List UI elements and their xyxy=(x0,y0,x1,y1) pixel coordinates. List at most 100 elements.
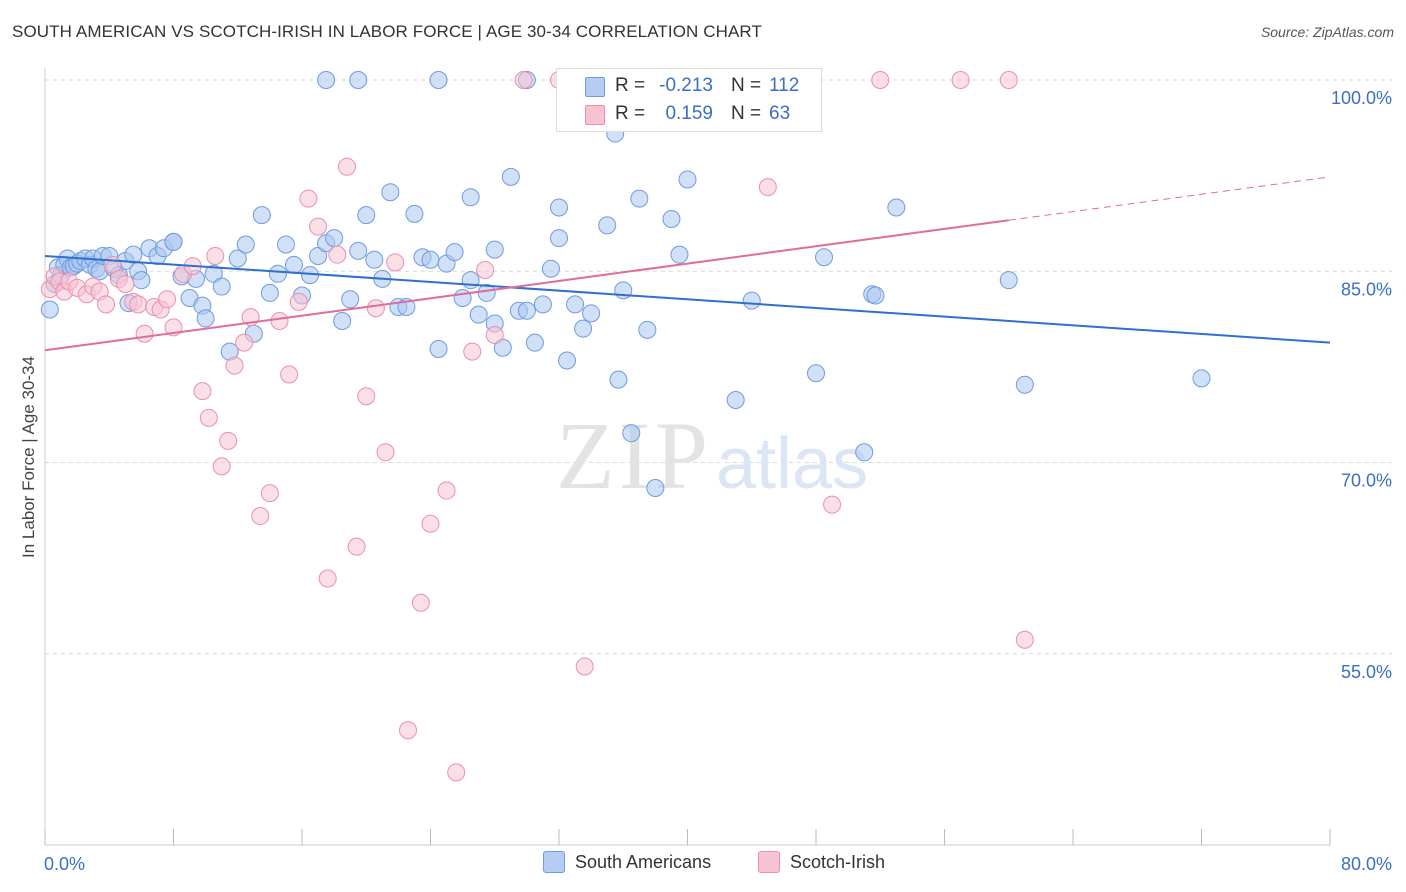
legend-item-south-americans[interactable]: South Americans xyxy=(543,851,711,873)
legend-label: Scotch-Irish xyxy=(790,851,886,872)
stats-box: R = -0.213 N = 112 R = 0.159 N = 63 xyxy=(556,68,822,132)
point-south-american xyxy=(228,249,247,268)
point-scotch-irish xyxy=(116,275,135,293)
stats-row-south-americans: R = -0.213 N = 112 xyxy=(557,73,821,101)
stats-r-value: -0.213 xyxy=(659,75,713,96)
point-south-american xyxy=(349,71,368,89)
point-scotch-irish xyxy=(376,443,395,462)
point-south-american xyxy=(349,241,368,260)
point-south-american xyxy=(325,229,344,248)
point-south-american xyxy=(309,246,328,265)
legend-label: South Americans xyxy=(575,851,712,872)
y-tick-label: 55.0% xyxy=(1341,662,1392,682)
stats-r-label: R = xyxy=(615,103,646,124)
labels-layer: 100.0% 85.0% 70.0% 55.0% 0.0% 80.0% In Labor F… xyxy=(19,88,1392,874)
point-south-american xyxy=(461,271,480,290)
point-south-american xyxy=(678,170,697,189)
point-scotch-irish xyxy=(129,295,148,314)
trend-line-scotch-irish xyxy=(44,219,1009,352)
axis-layer xyxy=(44,68,1331,846)
point-scotch-irish xyxy=(225,356,244,375)
stats-row-scotch-irish: R = 0.159 N = 63 xyxy=(557,101,821,129)
point-south-american xyxy=(252,206,271,225)
trend-layer xyxy=(44,176,1331,352)
point-scotch-irish xyxy=(318,569,337,588)
point-south-american xyxy=(574,319,593,338)
point-scotch-irish xyxy=(476,260,495,279)
point-south-american xyxy=(469,305,488,324)
y-axis-label: In Labor Force | Age 30-34 xyxy=(19,356,38,558)
point-south-american xyxy=(670,245,689,264)
watermark-zip: ZIP xyxy=(556,402,712,509)
point-south-american xyxy=(365,250,384,269)
point-south-american xyxy=(276,235,295,254)
point-south-american xyxy=(582,304,601,323)
point-scotch-irish xyxy=(206,246,225,265)
point-scotch-irish xyxy=(193,382,212,401)
source-label: Source: ZipAtlas.com xyxy=(1260,24,1394,40)
x-tick-label: 0.0% xyxy=(44,854,85,874)
point-scotch-irish xyxy=(951,71,970,89)
point-south-american xyxy=(453,289,472,308)
point-south-american xyxy=(598,216,617,235)
point-south-american xyxy=(429,71,448,89)
point-scotch-irish xyxy=(411,593,430,612)
point-south-american xyxy=(999,271,1018,290)
point-scotch-irish xyxy=(199,408,218,427)
point-scotch-irish xyxy=(823,495,842,514)
stats-swatch-pink xyxy=(585,105,605,125)
point-south-american xyxy=(501,167,520,186)
point-south-american xyxy=(204,264,223,283)
point-south-american xyxy=(558,351,577,370)
point-scotch-irish xyxy=(514,71,533,89)
point-scotch-irish xyxy=(347,537,366,556)
point-south-american xyxy=(357,206,376,225)
point-scotch-irish xyxy=(158,290,177,309)
point-south-american xyxy=(566,295,585,314)
point-south-american xyxy=(333,311,352,330)
point-scotch-irish xyxy=(399,721,418,740)
grid-layer xyxy=(45,79,1392,655)
legend-swatch-pink xyxy=(758,851,780,873)
point-scotch-irish xyxy=(1015,630,1034,649)
watermark-atlas: atlas xyxy=(716,424,868,504)
point-south-american xyxy=(662,209,681,228)
point-scotch-irish xyxy=(447,763,466,782)
point-scotch-irish xyxy=(212,457,231,476)
y-tick-label: 100.0% xyxy=(1331,88,1392,108)
point-south-american xyxy=(541,259,560,278)
point-south-american xyxy=(236,235,255,254)
point-south-american xyxy=(164,232,183,251)
point-south-american xyxy=(429,340,448,359)
trend-line-scotch-irish-extension xyxy=(1008,176,1331,221)
point-south-american xyxy=(1192,369,1211,388)
point-south-american xyxy=(646,479,665,497)
point-south-american xyxy=(638,320,657,339)
point-scotch-irish xyxy=(97,295,116,314)
point-scotch-irish xyxy=(437,481,456,500)
point-south-american xyxy=(268,264,287,283)
point-scotch-irish xyxy=(309,217,328,236)
point-south-american xyxy=(341,290,360,309)
point-scotch-irish xyxy=(135,324,154,343)
point-scotch-irish xyxy=(366,299,385,318)
point-scotch-irish xyxy=(260,484,279,503)
point-scotch-irish xyxy=(289,292,308,311)
point-south-american xyxy=(622,424,641,443)
point-south-american xyxy=(132,271,151,290)
point-south-american xyxy=(124,245,143,264)
point-south-american xyxy=(461,188,480,207)
point-scotch-irish xyxy=(999,71,1018,89)
legend-item-scotch-irish[interactable]: Scotch-Irish xyxy=(758,851,885,873)
y-tick-label: 70.0% xyxy=(1341,471,1392,491)
point-south-american xyxy=(493,338,512,357)
stats-swatch-blue xyxy=(585,77,605,97)
stats-r-label: R = xyxy=(615,75,646,96)
trend-line-south-americans xyxy=(44,254,1331,344)
point-south-american xyxy=(609,370,628,389)
point-south-american xyxy=(485,240,504,259)
stats-n-label: N = xyxy=(731,75,762,96)
point-south-american xyxy=(260,283,279,302)
chart-title: SOUTH AMERICAN VS SCOTCH-IRISH IN LABOR … xyxy=(12,22,762,41)
point-scotch-irish xyxy=(235,333,254,352)
